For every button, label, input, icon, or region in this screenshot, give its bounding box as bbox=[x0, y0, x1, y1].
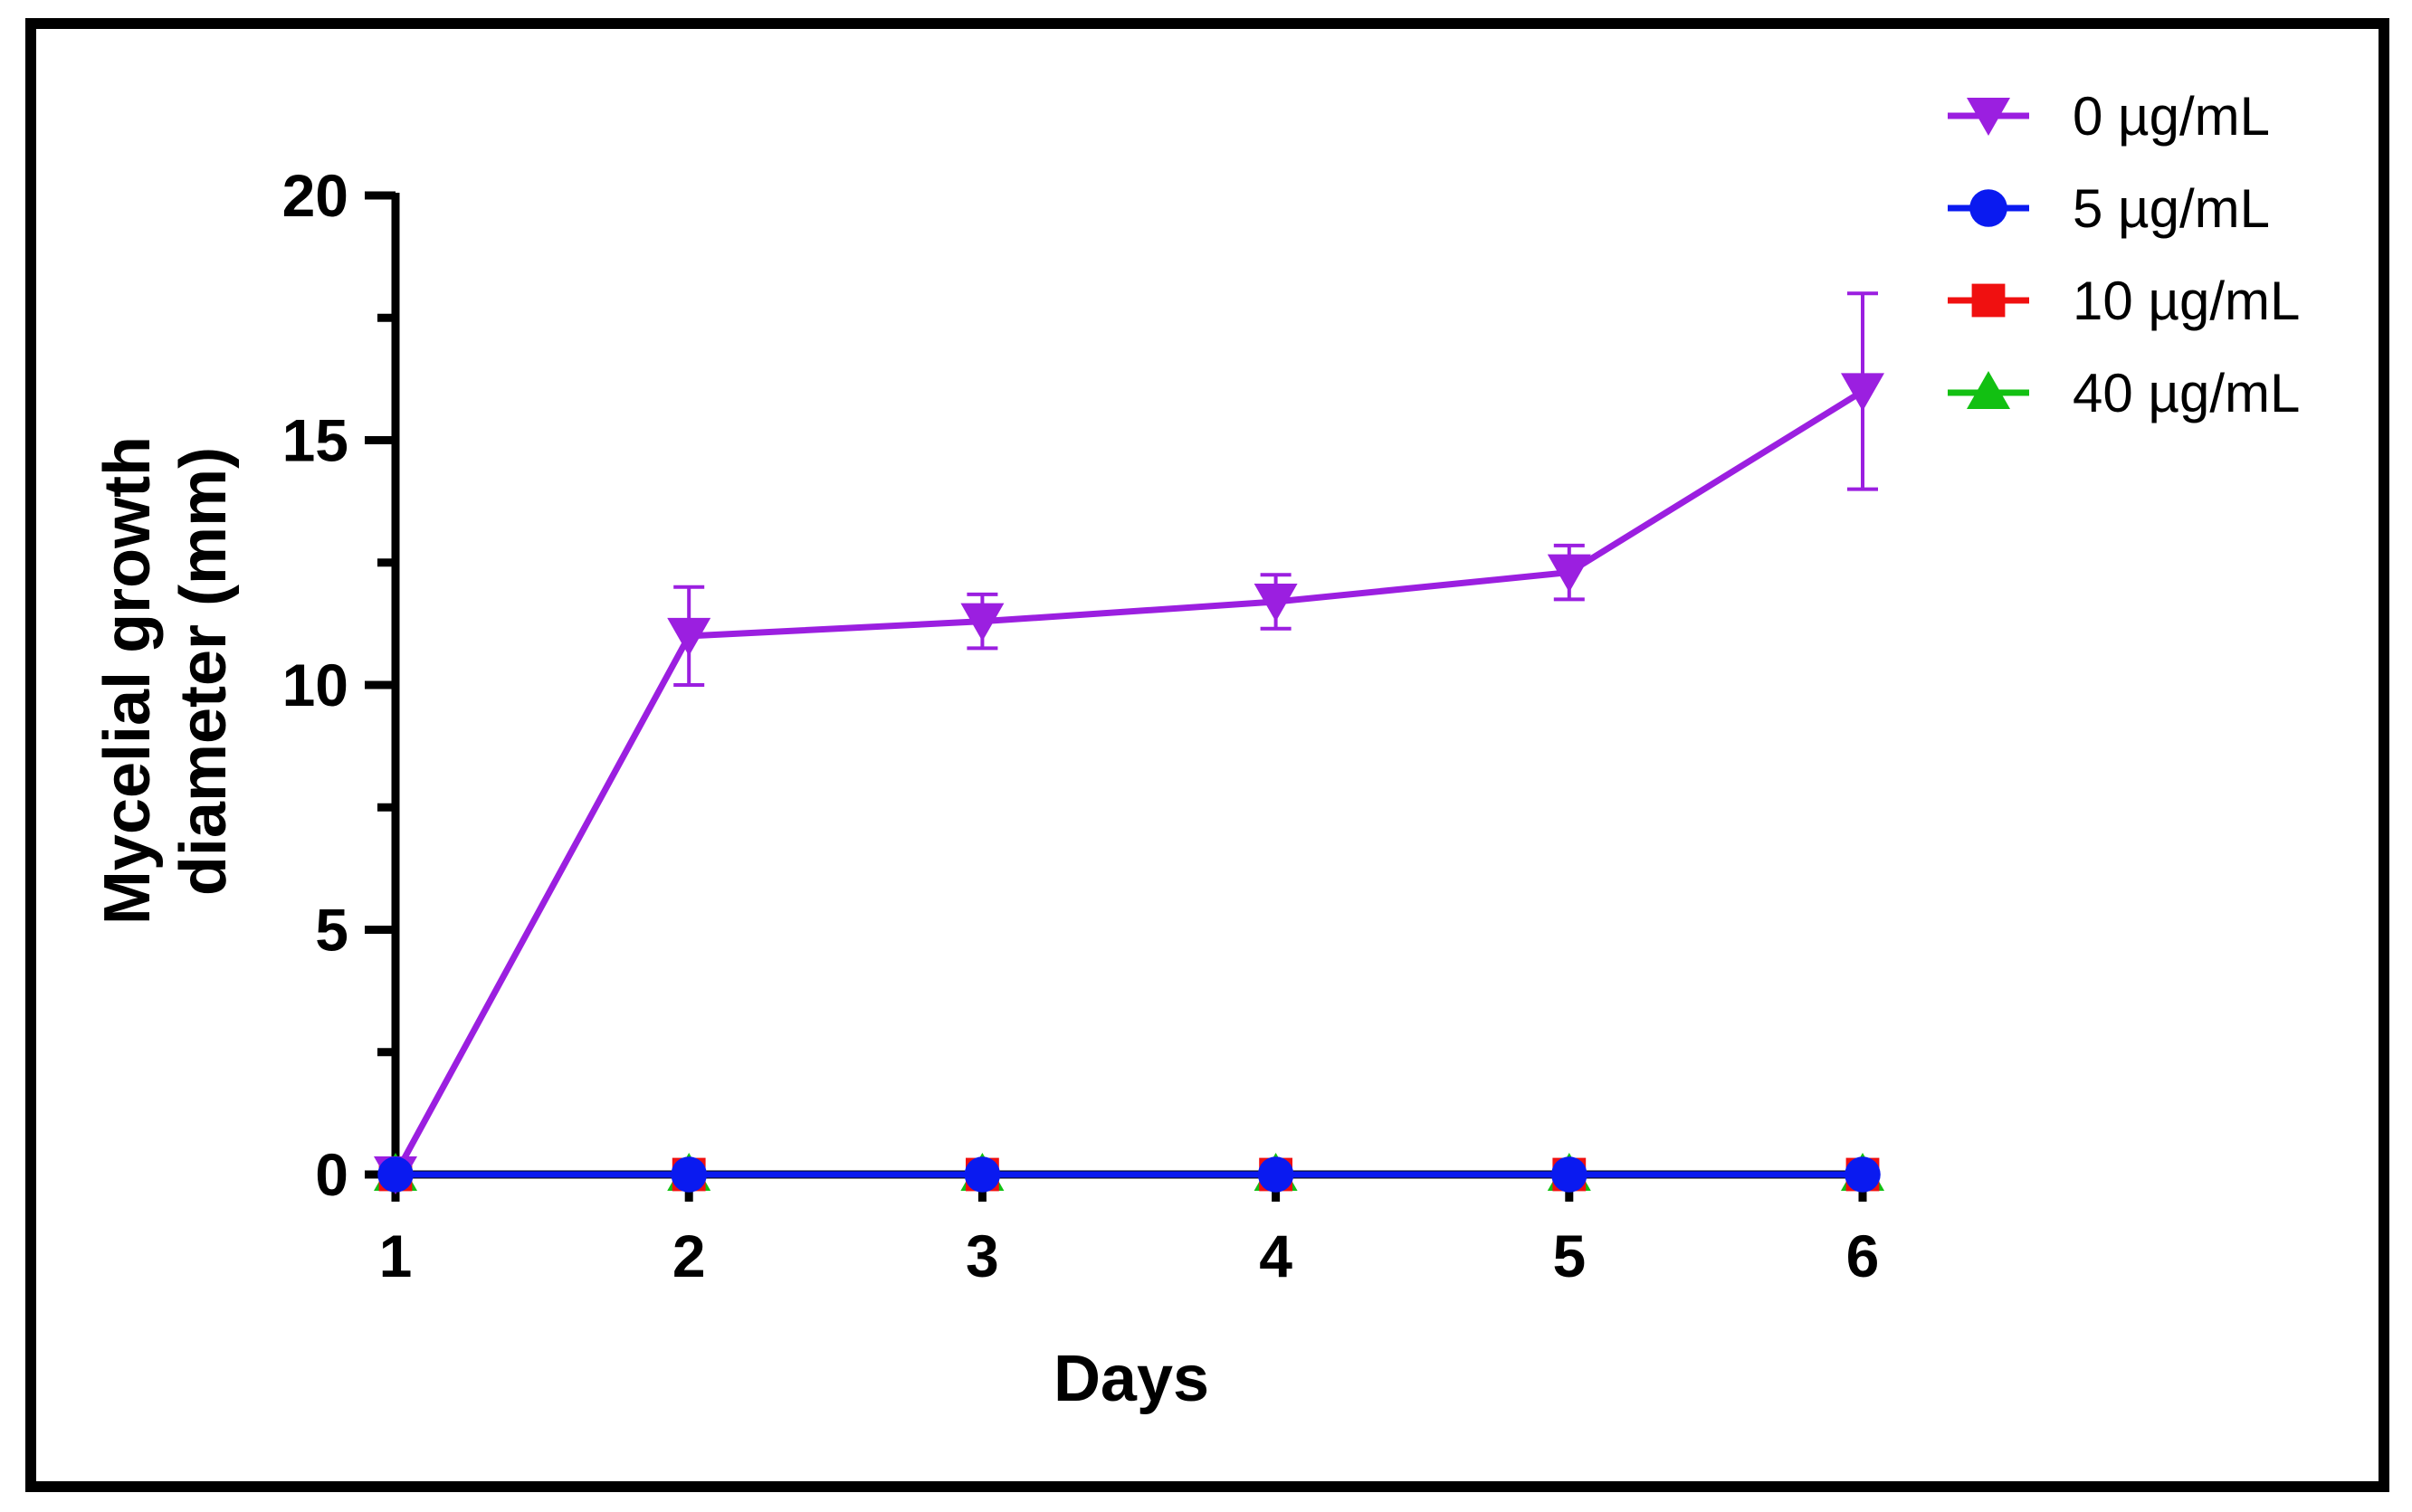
legend-label: 10 µg/mL bbox=[2073, 271, 2300, 331]
data-point bbox=[1841, 373, 1884, 412]
data-point bbox=[964, 1156, 1001, 1193]
series-line bbox=[392, 388, 1864, 1176]
axes bbox=[391, 193, 1879, 1179]
series-1 bbox=[377, 1156, 1881, 1193]
series-0 bbox=[374, 291, 1884, 1194]
legend-label: 40 µg/mL bbox=[2073, 363, 2300, 423]
data-point bbox=[1257, 1156, 1294, 1193]
x-tick-label: 5 bbox=[1552, 1222, 1586, 1289]
data-point bbox=[1254, 584, 1298, 623]
y-axis-title: Mycelial growth diameter (mm) bbox=[91, 418, 240, 925]
data-point bbox=[1845, 1156, 1881, 1193]
legend-item: 0 µg/mL bbox=[1948, 86, 2270, 147]
chart-frame bbox=[25, 18, 2389, 1492]
legend-swatch-marker bbox=[1969, 189, 2007, 227]
data-point bbox=[960, 603, 1005, 642]
x-tick-label: 6 bbox=[1846, 1222, 1880, 1289]
x-axis-title: Days bbox=[1053, 1343, 1209, 1415]
legend-swatch-marker bbox=[1967, 98, 2010, 136]
legend-item: 5 µg/mL bbox=[1948, 178, 2270, 239]
series-layer bbox=[374, 291, 1884, 1194]
legend-label: 0 µg/mL bbox=[2073, 86, 2270, 147]
x-tick-label: 1 bbox=[379, 1222, 413, 1289]
x-tick-label: 3 bbox=[966, 1222, 999, 1289]
y-tick-label: 5 bbox=[315, 897, 348, 964]
y-tick-label: 0 bbox=[315, 1141, 348, 1208]
data-point bbox=[671, 1156, 707, 1193]
legend-item: 40 µg/mL bbox=[1948, 363, 2300, 423]
y-axis-title-line-2: diameter (mm) bbox=[167, 447, 240, 896]
data-point bbox=[667, 617, 711, 656]
x-tick-label: 4 bbox=[1259, 1222, 1292, 1289]
y-axis-title-line-1: Mycelial growth bbox=[91, 436, 164, 925]
y-axis-ticks: 0 5 10 15 20 bbox=[282, 162, 396, 1208]
legend-swatch-marker bbox=[1967, 371, 2010, 409]
data-point bbox=[1547, 554, 1591, 593]
legend-label: 5 µg/mL bbox=[2073, 178, 2270, 239]
legend-item: 10 µg/mL bbox=[1948, 271, 2300, 331]
y-tick-label: 15 bbox=[282, 407, 348, 474]
data-point bbox=[1551, 1156, 1587, 1193]
data-point bbox=[377, 1156, 414, 1193]
y-tick-label: 20 bbox=[282, 162, 348, 229]
y-tick-label: 10 bbox=[282, 651, 348, 718]
legend-swatch-marker bbox=[1971, 283, 2006, 318]
x-axis-ticks: 1 2 3 4 5 6 bbox=[379, 1174, 1880, 1289]
legend: 0 µg/mL 5 µg/mL 10 µg/mL 40 µg/mL bbox=[1948, 86, 2300, 423]
x-tick-label: 2 bbox=[672, 1222, 706, 1289]
